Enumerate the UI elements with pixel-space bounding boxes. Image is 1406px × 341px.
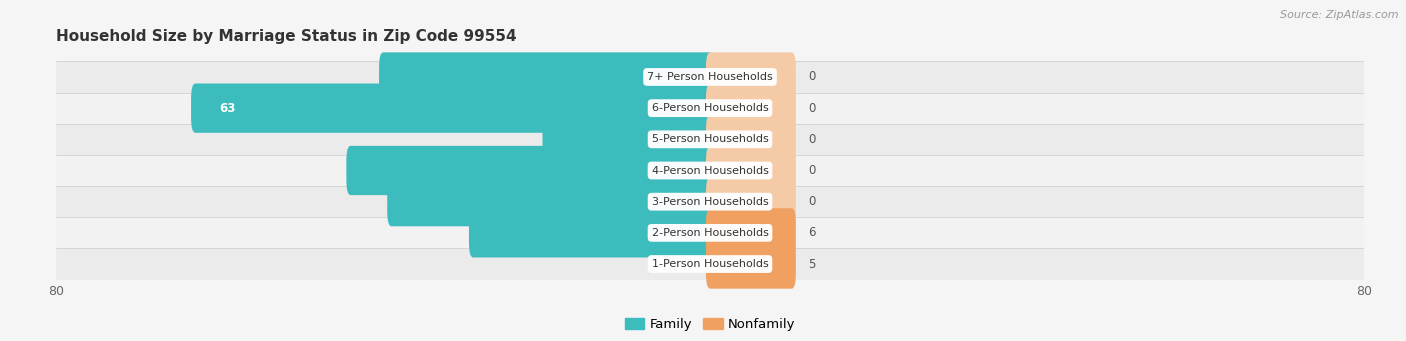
Text: 0: 0 (808, 164, 815, 177)
Text: 5-Person Households: 5-Person Households (651, 134, 769, 144)
Bar (56, 92, 1364, 124)
FancyBboxPatch shape (706, 52, 796, 102)
Text: Source: ZipAtlas.com: Source: ZipAtlas.com (1281, 10, 1399, 20)
FancyBboxPatch shape (706, 115, 796, 164)
FancyBboxPatch shape (191, 84, 714, 133)
Text: 0: 0 (808, 102, 815, 115)
FancyBboxPatch shape (387, 177, 714, 226)
Text: 4-Person Households: 4-Person Households (651, 165, 769, 176)
FancyBboxPatch shape (706, 146, 796, 195)
Legend: Family, Nonfamily: Family, Nonfamily (619, 312, 801, 336)
Bar (56, 124, 1364, 155)
Text: 6-Person Households: 6-Person Households (651, 103, 769, 113)
FancyBboxPatch shape (706, 84, 796, 133)
FancyBboxPatch shape (470, 208, 714, 257)
FancyBboxPatch shape (380, 52, 714, 102)
FancyBboxPatch shape (706, 177, 796, 226)
FancyBboxPatch shape (346, 146, 714, 195)
Text: 44: 44 (679, 164, 693, 177)
Bar (56, 155, 1364, 186)
Text: 0: 0 (808, 195, 815, 208)
Text: 2-Person Households: 2-Person Households (651, 228, 769, 238)
FancyBboxPatch shape (706, 239, 796, 289)
Text: Household Size by Marriage Status in Zip Code 99554: Household Size by Marriage Status in Zip… (56, 29, 517, 44)
Text: 39: 39 (679, 195, 693, 208)
Text: 29: 29 (679, 226, 693, 239)
Bar (56, 61, 1364, 92)
Text: 63: 63 (219, 102, 236, 115)
FancyBboxPatch shape (543, 115, 714, 164)
Text: 5: 5 (808, 257, 815, 270)
Text: 1-Person Households: 1-Person Households (651, 259, 769, 269)
Text: 0: 0 (808, 71, 815, 84)
Bar (56, 217, 1364, 249)
Text: 40: 40 (679, 71, 693, 84)
Text: 0: 0 (808, 133, 815, 146)
Text: 3-Person Households: 3-Person Households (651, 197, 769, 207)
FancyBboxPatch shape (706, 208, 796, 257)
Bar (56, 249, 1364, 280)
Text: 20: 20 (679, 133, 693, 146)
Text: 6: 6 (808, 226, 815, 239)
Text: 7+ Person Households: 7+ Person Households (647, 72, 773, 82)
Bar (56, 186, 1364, 217)
